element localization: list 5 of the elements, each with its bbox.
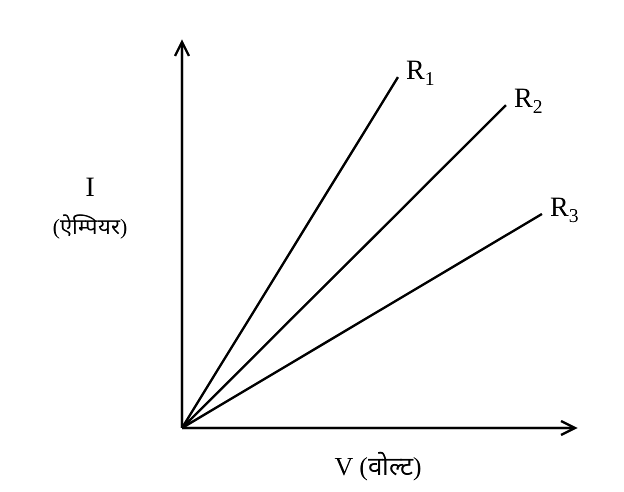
y-axis-title: I (ऐम्पियर) [52, 172, 128, 239]
series-label: R$_{1}$ [406, 55, 434, 90]
series-label: R$_{2}$ [514, 83, 542, 118]
x-axis-title: V (वोल्ट) [334, 451, 422, 481]
series-label: R$_{3}$ [550, 192, 579, 227]
